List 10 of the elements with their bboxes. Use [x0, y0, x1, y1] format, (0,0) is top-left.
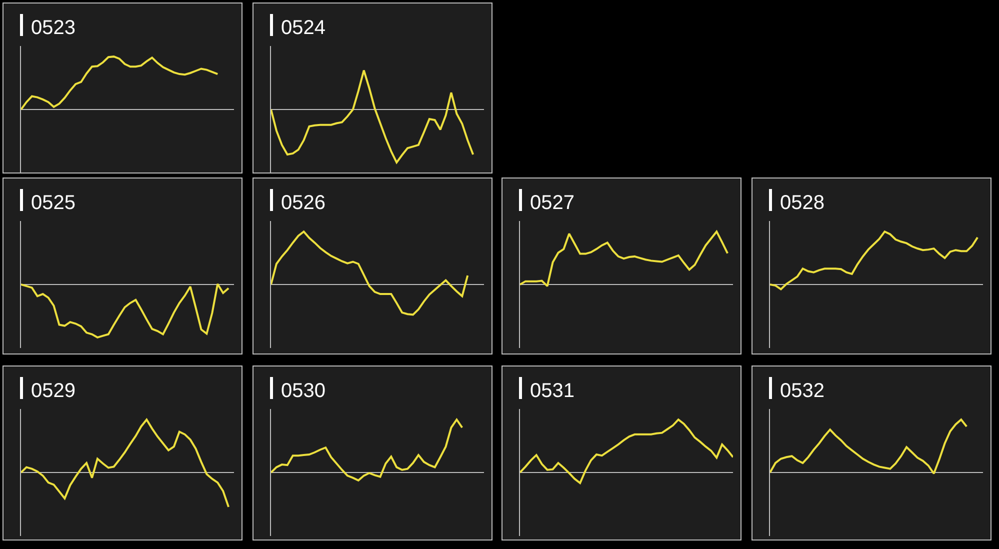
chart-title: 0531	[530, 380, 574, 402]
chart-title: 0525	[31, 192, 76, 214]
chart-title: 0532	[780, 380, 824, 402]
chart-title: 0530	[281, 380, 326, 402]
chart-title: 0523	[31, 17, 76, 39]
chart-title: 0528	[780, 192, 824, 214]
chart-title: 0529	[31, 380, 76, 402]
chart-title: 0524	[281, 17, 326, 39]
chart-title: 0526	[281, 192, 326, 214]
chart-title: 0527	[530, 192, 574, 214]
